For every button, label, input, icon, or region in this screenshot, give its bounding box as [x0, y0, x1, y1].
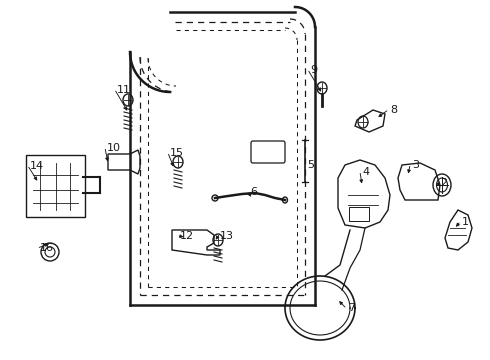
Text: 6: 6 [250, 187, 257, 197]
Text: 13: 13 [220, 231, 234, 241]
Text: 11: 11 [117, 85, 131, 95]
Text: 10: 10 [107, 143, 121, 153]
Text: 15: 15 [170, 148, 184, 158]
Text: 8: 8 [390, 105, 397, 115]
Text: 3: 3 [412, 160, 419, 170]
Ellipse shape [212, 195, 218, 201]
Text: 2: 2 [440, 178, 447, 188]
Ellipse shape [283, 197, 288, 203]
Text: 12: 12 [180, 231, 194, 241]
FancyBboxPatch shape [349, 207, 369, 221]
Text: 16: 16 [40, 243, 54, 253]
Text: 7: 7 [348, 303, 355, 313]
Text: 14: 14 [30, 161, 44, 171]
Text: 5: 5 [307, 160, 314, 170]
Text: 9: 9 [310, 65, 317, 75]
Text: 1: 1 [462, 217, 469, 227]
Text: 4: 4 [362, 167, 369, 177]
